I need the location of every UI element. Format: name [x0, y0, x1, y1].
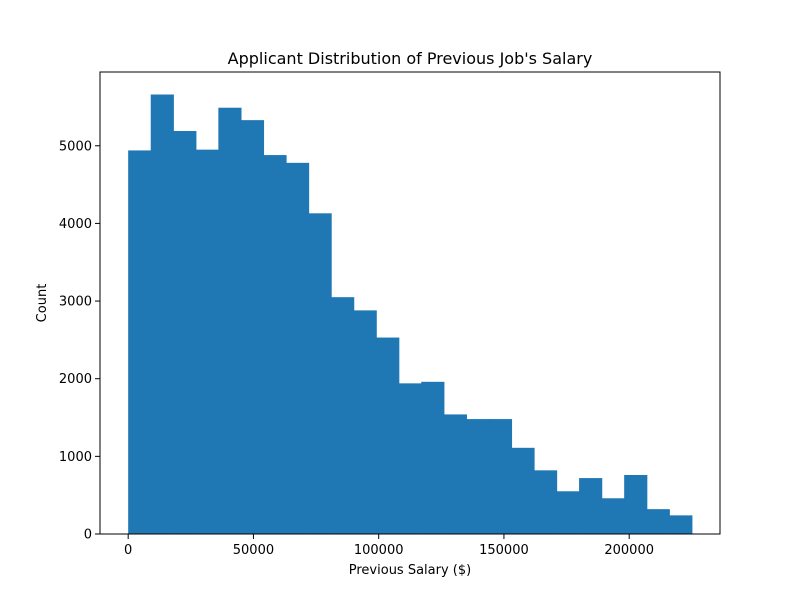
x-tick-label: 0 [124, 543, 132, 558]
bars-group [128, 94, 693, 535]
x-tick-label: 50000 [233, 543, 274, 558]
histogram-bar [646, 509, 670, 534]
histogram-bar [624, 474, 648, 534]
histogram-bar [263, 155, 287, 534]
x-axis-ticks: 0 50000 100000 150000 200000 [124, 534, 654, 558]
histogram-bar [466, 419, 490, 534]
histogram-bar [579, 478, 603, 534]
histogram-bar [421, 381, 445, 534]
histogram-bar [353, 310, 377, 534]
histogram-bar [511, 447, 535, 534]
histogram-bar [534, 470, 558, 534]
histogram-bar [240, 120, 265, 534]
y-tick-label: 5000 [59, 139, 92, 154]
histogram-bar [286, 162, 310, 534]
histogram-bar [128, 150, 152, 535]
histogram-bar [556, 491, 580, 534]
y-axis-label: Count [35, 284, 50, 323]
y-axis-ticks: 0 1000 2000 3000 4000 5000 [59, 139, 100, 543]
y-tick-label: 4000 [59, 217, 92, 232]
histogram-bar [601, 498, 625, 534]
y-tick-label: 0 [84, 528, 92, 543]
x-tick-label: 200000 [604, 543, 654, 558]
histogram-bar [669, 515, 693, 534]
histogram-bar [376, 337, 400, 534]
x-tick-label: 150000 [479, 543, 529, 558]
x-tick-label: 100000 [354, 543, 404, 558]
histogram-bar [195, 149, 219, 534]
chart-title: Applicant Distribution of Previous Job's… [228, 49, 593, 68]
histogram-bar [173, 131, 197, 534]
x-axis-label: Previous Salary ($) [349, 563, 471, 578]
histogram-bar [331, 297, 355, 534]
histogram-bar [488, 419, 513, 534]
histogram-bar [218, 107, 242, 534]
histogram-bar [398, 383, 422, 534]
histogram-bar [150, 94, 174, 535]
plot-frame [99, 71, 721, 535]
y-tick-label: 1000 [59, 450, 92, 465]
y-tick-label: 2000 [59, 372, 92, 387]
y-tick-label: 3000 [59, 295, 92, 310]
histogram-bar [443, 414, 467, 534]
histogram-bar [308, 213, 332, 534]
